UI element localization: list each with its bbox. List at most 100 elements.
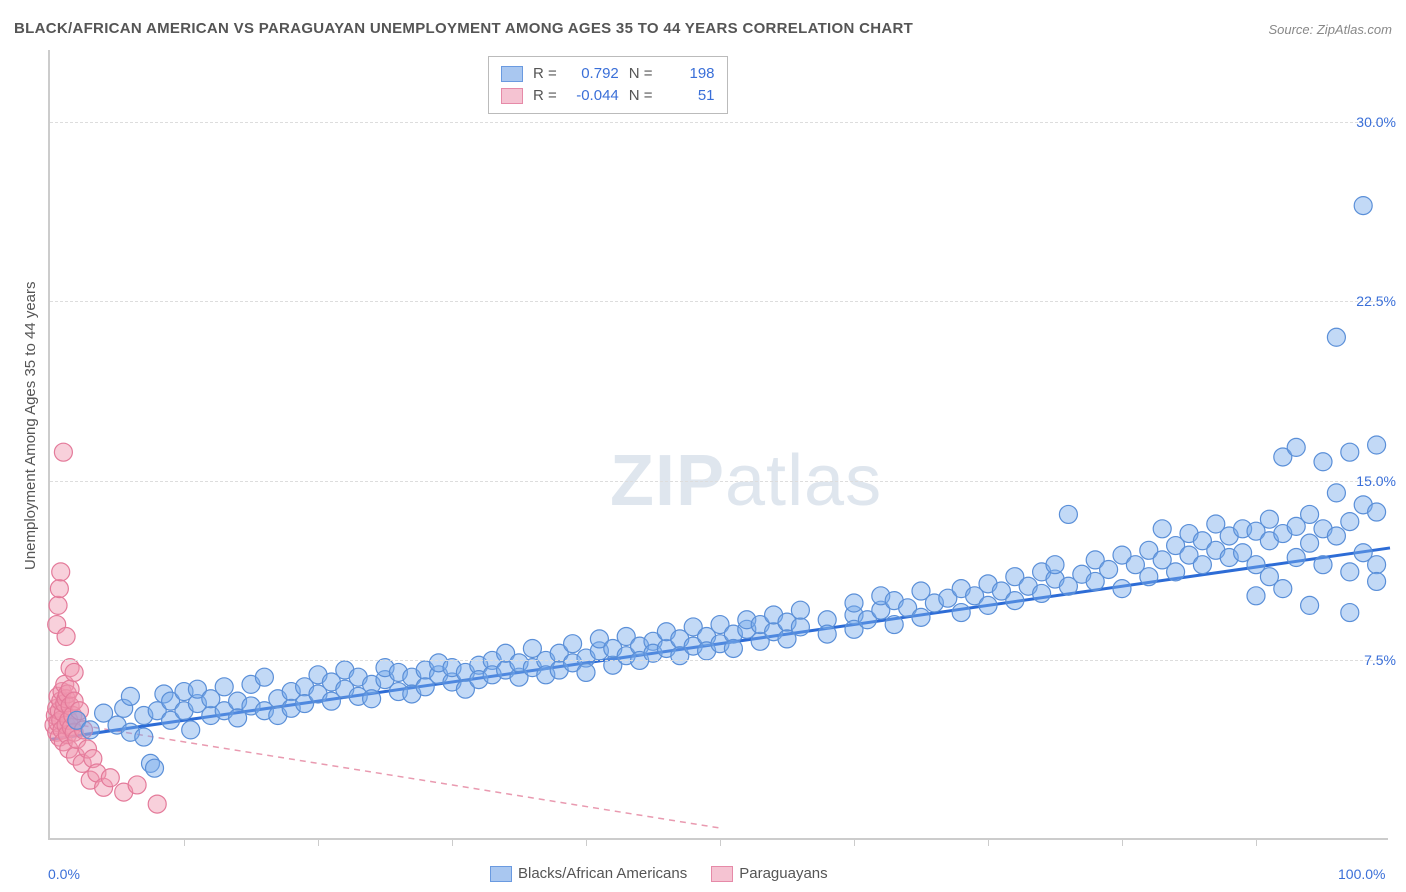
data-point-pink xyxy=(148,795,166,813)
x-tick xyxy=(988,838,989,846)
n-label: N = xyxy=(629,85,653,107)
x-tick xyxy=(184,838,185,846)
source-credit: Source: ZipAtlas.com xyxy=(1268,22,1392,37)
data-point-pink xyxy=(54,443,72,461)
data-point-blue xyxy=(1301,596,1319,614)
data-point-blue xyxy=(952,604,970,622)
x-tick xyxy=(318,838,319,846)
x-tick xyxy=(720,838,721,846)
gridline xyxy=(50,301,1388,302)
r-value-blue: 0.792 xyxy=(567,63,619,85)
data-point-blue xyxy=(121,687,139,705)
data-point-blue xyxy=(1301,534,1319,552)
data-point-blue xyxy=(1368,572,1386,590)
data-point-pink xyxy=(65,663,83,681)
data-point-blue xyxy=(1341,443,1359,461)
n-label: N = xyxy=(629,63,653,85)
data-point-blue xyxy=(215,678,233,696)
legend-label-blue: Blacks/African Americans xyxy=(518,865,687,882)
n-value-pink: 51 xyxy=(663,85,715,107)
y-tick-label: 22.5% xyxy=(1356,293,1396,309)
data-point-blue xyxy=(1368,556,1386,574)
x-tick xyxy=(1256,838,1257,846)
data-point-blue xyxy=(81,721,99,739)
data-point-blue xyxy=(1247,587,1265,605)
data-point-blue xyxy=(1033,584,1051,602)
data-point-blue xyxy=(1260,510,1278,528)
x-tick xyxy=(452,838,453,846)
x-tick xyxy=(586,838,587,846)
gridline xyxy=(50,122,1388,123)
data-point-blue xyxy=(1368,503,1386,521)
data-point-blue xyxy=(1006,592,1024,610)
data-point-blue xyxy=(1341,604,1359,622)
data-point-blue xyxy=(1287,438,1305,456)
data-point-blue xyxy=(724,639,742,657)
legend-label-pink: Paraguayans xyxy=(739,865,827,882)
y-tick-label: 15.0% xyxy=(1356,473,1396,489)
data-point-blue xyxy=(1368,436,1386,454)
data-point-blue xyxy=(1287,549,1305,567)
y-axis-label: Unemployment Among Ages 35 to 44 years xyxy=(22,281,39,570)
r-label: R = xyxy=(533,63,557,85)
data-point-pink xyxy=(57,628,75,646)
chart-title: BLACK/AFRICAN AMERICAN VS PARAGUAYAN UNE… xyxy=(14,20,913,37)
data-point-blue xyxy=(791,601,809,619)
data-point-blue xyxy=(363,690,381,708)
source-name: ZipAtlas.com xyxy=(1317,22,1392,37)
x-tick-label: 100.0% xyxy=(1338,866,1385,882)
data-point-blue xyxy=(818,625,836,643)
data-point-blue xyxy=(1274,580,1292,598)
data-point-blue xyxy=(1301,505,1319,523)
legend-row-pink: R = -0.044 N = 51 xyxy=(501,85,715,107)
gridline xyxy=(50,660,1388,661)
data-point-blue xyxy=(1059,505,1077,523)
x-tick xyxy=(854,838,855,846)
y-tick-label: 7.5% xyxy=(1364,652,1396,668)
data-point-blue xyxy=(1354,197,1372,215)
data-point-blue xyxy=(1167,563,1185,581)
data-point-blue xyxy=(577,663,595,681)
series-legend: Blacks/African Americans Paraguayans xyxy=(490,865,828,882)
x-tick-label: 0.0% xyxy=(48,866,80,882)
data-point-pink xyxy=(52,563,70,581)
data-point-blue xyxy=(146,759,164,777)
data-point-blue xyxy=(1341,513,1359,531)
data-point-blue xyxy=(1100,560,1118,578)
data-point-blue xyxy=(1046,556,1064,574)
data-point-blue xyxy=(791,618,809,636)
n-value-blue: 198 xyxy=(663,63,715,85)
data-point-pink xyxy=(49,596,67,614)
data-point-blue xyxy=(135,728,153,746)
source-prefix: Source: xyxy=(1268,22,1316,37)
data-point-blue xyxy=(979,596,997,614)
x-tick xyxy=(1122,838,1123,846)
data-point-blue xyxy=(1327,527,1345,545)
gridline xyxy=(50,481,1388,482)
data-point-blue xyxy=(1153,520,1171,538)
data-point-blue xyxy=(1341,563,1359,581)
correlation-legend: R = 0.792 N = 198 R = -0.044 N = 51 xyxy=(488,56,728,114)
legend-swatch-pink-icon xyxy=(711,866,733,882)
data-point-pink xyxy=(128,776,146,794)
data-point-pink xyxy=(50,580,68,598)
data-point-blue xyxy=(1327,328,1345,346)
plot-area: ZIPatlas xyxy=(48,50,1388,840)
data-point-blue xyxy=(1327,484,1345,502)
legend-item-pink: Paraguayans xyxy=(711,865,827,882)
r-value-pink: -0.044 xyxy=(567,85,619,107)
legend-row-blue: R = 0.792 N = 198 xyxy=(501,63,715,85)
data-point-blue xyxy=(1193,556,1211,574)
data-point-blue xyxy=(1140,568,1158,586)
legend-swatch-blue xyxy=(501,66,523,82)
data-point-blue xyxy=(1113,580,1131,598)
data-point-blue xyxy=(845,594,863,612)
legend-swatch-pink xyxy=(501,88,523,104)
data-point-blue xyxy=(912,608,930,626)
data-point-blue xyxy=(1314,556,1332,574)
legend-swatch-blue-icon xyxy=(490,866,512,882)
data-point-blue xyxy=(182,721,200,739)
y-tick-label: 30.0% xyxy=(1356,114,1396,130)
scatter-svg xyxy=(50,50,1388,838)
data-point-blue xyxy=(885,616,903,634)
